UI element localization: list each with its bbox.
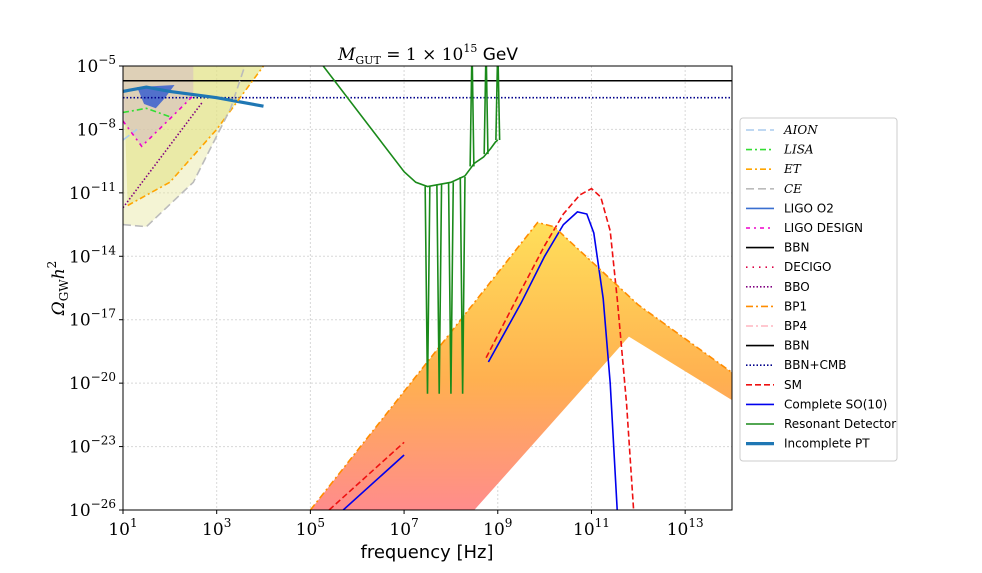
- resonant-detector-dip: [436, 184, 443, 394]
- sm-curve: [485, 187, 635, 510]
- curves: [123, 66, 732, 510]
- plot-frame: [122, 65, 733, 511]
- y-tick-label: 10−5: [77, 53, 116, 77]
- legend-label: BBN: [784, 241, 809, 255]
- resonant-detector-dip: [459, 176, 466, 394]
- ligo-design-region: [123, 66, 194, 147]
- et-curve: [127, 66, 265, 207]
- legend-label: ET: [783, 162, 802, 176]
- legend-label: Resonant Detector: [784, 417, 896, 431]
- y-tick-label: 10−17: [69, 307, 116, 331]
- y-tick-label: 10−26: [69, 497, 116, 521]
- resonant-detector-spike: [483, 66, 489, 155]
- legend-item-lisa: LISA: [746, 143, 814, 157]
- sm-low-f-curve: [328, 441, 405, 510]
- legend-label: BBN: [784, 339, 809, 353]
- legend: AION LISA ET CE LIGO O2 LIGO DESIGN BBN DECIGO B…: [739, 117, 898, 462]
- y-tick-label: 10−8: [77, 116, 116, 140]
- resonant-detector-dip: [447, 182, 455, 394]
- legend-label: Incomplete PT: [784, 437, 870, 451]
- resonant-detector-curve: [322, 66, 499, 188]
- legend-item-sm: SM: [746, 378, 802, 392]
- legend-item-bbo: BBO: [746, 280, 810, 294]
- x-tick-label: 105: [296, 516, 325, 540]
- legend-label: AION: [783, 123, 818, 137]
- chart-title: MGUT = 1 × 1015 GeV: [337, 42, 518, 67]
- x-tick-label: 1011: [573, 516, 610, 540]
- legend-item-decigo: DECIGO: [746, 260, 831, 274]
- legend-label: LIGO O2: [784, 201, 834, 215]
- ylabel-subscript: GW: [57, 279, 71, 302]
- lisa-curve: [123, 107, 171, 118]
- legend-item-bbn-cmb: BBN+CMB: [746, 358, 846, 372]
- legend-label: BBO: [784, 280, 810, 294]
- title-exponent: 15: [463, 42, 477, 55]
- x-tick-label: 101: [108, 516, 137, 540]
- x-tick-label: 103: [202, 516, 231, 540]
- legend-label: LISA: [783, 143, 814, 157]
- legend-item-ce: CE: [746, 182, 802, 196]
- resonant-detector-spike: [495, 66, 501, 141]
- complete-so-10-curve: [487, 211, 618, 510]
- legend-label: CE: [784, 182, 802, 196]
- complete-so-10-low-f-curve: [342, 454, 405, 510]
- legend-item-et: ET: [746, 162, 802, 176]
- legend-item-incomplete-pt: Incomplete PT: [746, 437, 870, 451]
- legend-label: Complete SO(10): [784, 397, 887, 411]
- x-tick-label: 1013: [667, 516, 704, 540]
- legend-item-aion: AION: [746, 123, 818, 137]
- legend-label: LIGO DESIGN: [784, 221, 863, 235]
- aion-curve: [123, 128, 138, 141]
- legend-label: BBN+CMB: [784, 358, 846, 372]
- ylabel-exponent: 2: [45, 261, 59, 269]
- title-symbol: M: [337, 45, 356, 65]
- legend-label: BP1: [784, 299, 807, 313]
- incomplete-pt-curve: [123, 85, 264, 108]
- bbo-curve: [123, 101, 204, 209]
- legend-label: DECIGO: [784, 260, 831, 274]
- ylabel-symbol: Ω: [49, 301, 69, 316]
- legend-item-bbn: BBN: [746, 339, 809, 353]
- legend-label: BP4: [784, 319, 807, 333]
- title-subscript: GUT: [355, 54, 381, 67]
- x-axis-ticks: 101 103 105 107 109 1011 1013: [108, 510, 704, 540]
- y-axis-ticks: 10−5 10−8 10−11 10−14 10−17 10−20 10−23 10−26: [69, 53, 123, 521]
- title-unit: GeV: [477, 45, 518, 65]
- resonant-detector-dip: [424, 186, 431, 394]
- legend-item-bp4: BP4: [746, 319, 807, 333]
- y-tick-label: 10−11: [69, 180, 116, 204]
- x-tick-label: 107: [389, 516, 418, 540]
- legend-item-ligo-o2: LIGO O2: [746, 201, 834, 215]
- y-axis-label: ΩGWh2: [45, 261, 71, 317]
- y-tick-label: 10−20: [69, 370, 116, 394]
- resonant-detector-spike: [469, 66, 475, 167]
- ligo-design-curve: [123, 95, 194, 148]
- x-tick-label: 109: [483, 516, 512, 540]
- legend-item-bp1: BP1: [746, 299, 807, 313]
- y-tick-label: 10−23: [69, 434, 116, 458]
- legend-item-bbn: BBN: [746, 241, 809, 255]
- legend-item-ligo-design: LIGO DESIGN: [746, 221, 863, 235]
- legend-label: SM: [784, 378, 802, 392]
- legend-box: [739, 117, 898, 462]
- legend-item-resonant-detector: Resonant Detector: [746, 417, 896, 431]
- x-axis-label: frequency [Hz]: [360, 542, 493, 563]
- ylabel-h: h: [49, 268, 69, 279]
- legend-item-complete-so-10: Complete SO(10): [746, 397, 887, 411]
- title-rest: = 1 × 10: [381, 45, 464, 65]
- ce-curve: [123, 66, 246, 228]
- y-tick-label: 10−14: [69, 243, 116, 267]
